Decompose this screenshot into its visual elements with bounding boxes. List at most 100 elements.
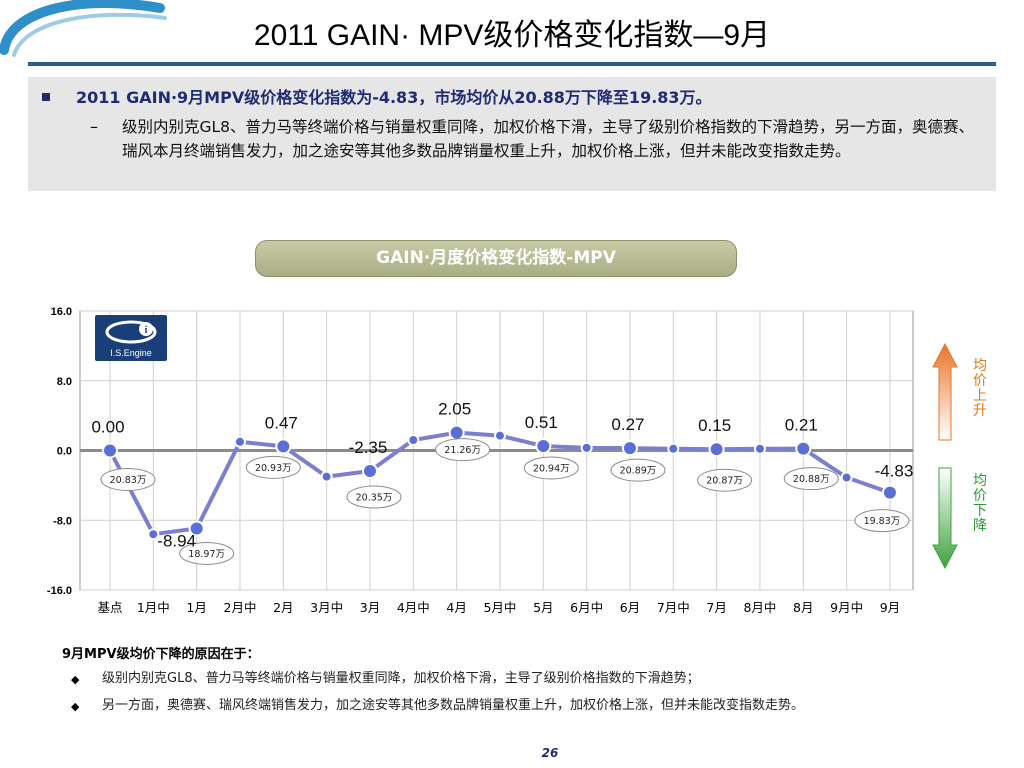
data-label: 0.27 — [611, 415, 644, 434]
price-callout-bubble — [100, 468, 156, 491]
summary-detail: 级别内别克GL8、普力马等终端价格与销量权重同降，加权价格下滑，主导了级别价格指… — [122, 118, 975, 160]
price-callout-bubble — [435, 438, 491, 462]
price-callout-label: 20.83万 — [110, 475, 147, 486]
data-point — [753, 442, 766, 455]
side-label-up: 均价上升 — [973, 358, 987, 419]
x-tick-label: 5月 — [533, 600, 553, 615]
square-bullet-icon — [42, 93, 50, 101]
up-arrow — [932, 342, 958, 441]
point-labels: 0.00 -8.94 0.47 -2.35 2.05 0.51 0.27 0.15 0.21 -4… — [91, 400, 913, 551]
data-label: -2.35 — [349, 438, 388, 457]
price-callout-label: 20.94万 — [533, 464, 570, 475]
down-arrow — [932, 467, 958, 570]
data-point — [407, 434, 420, 447]
data-point — [795, 440, 812, 457]
page-title: 2011 GAIN· MPV级价格变化指数—9月 — [253, 19, 771, 52]
x-tick-label: 4月中 — [397, 600, 430, 615]
price-callout-label: 20.88万 — [793, 474, 830, 485]
data-point — [233, 435, 246, 448]
data-label: -8.94 — [157, 531, 196, 550]
decorative-arc — [0, 0, 167, 57]
x-tick-label: 8月中 — [743, 600, 776, 615]
reason-item: 另一方面，奥德赛、瑞风终端销售发力，加之途安等其他多数品牌销量权重上升，加权价格… — [102, 698, 805, 713]
x-tick-label: 3月中 — [310, 600, 343, 615]
dash-bullet: – — [90, 117, 98, 136]
x-tick-label: 6月 — [620, 600, 640, 615]
data-point — [881, 484, 898, 501]
data-point — [493, 429, 506, 442]
price-callout-bubble — [245, 455, 301, 479]
y-tick-label: -16.0 — [47, 585, 72, 597]
data-point — [188, 520, 205, 537]
chart-title: GAIN·月度价格变化指数-MPV — [255, 240, 737, 277]
y-tick-label: 8.0 — [57, 376, 72, 388]
y-axis-labels: 16.0 8.0 0.0 -8.0 -16.0 — [47, 306, 72, 597]
price-callout-label: 19.83万 — [864, 516, 901, 527]
price-callout-label: 18.97万 — [188, 549, 225, 560]
data-point — [147, 528, 160, 541]
price-callout-label: 20.89万 — [620, 466, 657, 477]
data-point — [320, 470, 333, 483]
svg-text:i: i — [145, 325, 148, 336]
x-tick-label: 7月中 — [657, 600, 690, 615]
data-label: 0.15 — [698, 416, 731, 435]
y-tick-label: -8.0 — [53, 515, 72, 527]
data-point — [621, 440, 638, 457]
data-point — [667, 442, 680, 455]
y-tick-label: 0.0 — [57, 446, 72, 458]
price-callouts: 20.83万 18.97万 20.93万 20.35万 21.26万 20.94万 20.8… — [100, 438, 910, 565]
y-tick-label: 16.0 — [51, 306, 72, 318]
x-tick-label: 6月中 — [570, 600, 603, 615]
x-tick-label: 9月 — [880, 600, 900, 615]
data-point — [708, 441, 725, 458]
x-tick-label: 5月中 — [483, 600, 516, 615]
price-callout-label: 20.93万 — [255, 463, 292, 474]
data-label: 2.05 — [438, 400, 471, 419]
price-callout-label: 20.35万 — [356, 492, 393, 503]
svg-text:I.S.Engine: I.S.Engine — [110, 348, 152, 358]
data-point — [840, 471, 853, 484]
is-engine-logo: i I.S.Engine — [95, 315, 167, 361]
price-callout-bubble — [523, 456, 579, 480]
series-line — [102, 424, 898, 541]
title-divider — [28, 62, 996, 66]
x-tick-label: 2月中 — [224, 600, 257, 615]
x-tick-label: 2月 — [273, 600, 293, 615]
price-callout-bubble — [783, 467, 839, 491]
price-callout-label: 20.87万 — [706, 476, 743, 487]
x-tick-label: 9月中 — [830, 600, 863, 615]
data-point — [448, 424, 465, 441]
x-axis-labels: 基点 1月中 1月 2月中 2月 3月中 3月 4月中 4月 5月中 5月 6月中 6月 7月中 7月 8月中… — [97, 600, 900, 615]
x-tick-label: 8月 — [793, 600, 813, 615]
x-tick-label: 3月 — [360, 600, 380, 615]
data-label: 0.00 — [91, 418, 124, 437]
x-tick-label: 基点 — [97, 600, 122, 615]
price-callout-bubble — [610, 458, 666, 482]
price-callout-bubble — [179, 541, 235, 565]
price-callout-label: 21.26万 — [444, 445, 481, 456]
side-label-down: 均价下降 — [973, 473, 987, 534]
x-tick-label: 7月 — [706, 600, 726, 615]
x-tick-label: 1月中 — [137, 600, 170, 615]
data-label: 0.21 — [785, 416, 818, 435]
diamond-bullet-icon: ◆ — [71, 700, 80, 713]
data-label: 0.47 — [265, 413, 298, 432]
data-point — [102, 442, 118, 459]
reason-item: 级别内别克GL8、普力马等终端价格与销量权重同降，加权价格下滑，主导了级别价格指… — [102, 671, 700, 686]
reasons-title: 9月MPV级均价下降的原因在于： — [62, 647, 260, 662]
data-label: -4.83 — [875, 462, 914, 481]
data-point — [580, 441, 593, 454]
x-tick-label: 1月 — [186, 600, 206, 615]
data-label: 0.51 — [525, 413, 558, 432]
diamond-bullet-icon: ◆ — [71, 673, 80, 686]
price-callout-bubble — [854, 509, 910, 533]
page-number: 26 — [541, 746, 559, 760]
data-point — [275, 438, 292, 455]
price-callout-bubble — [697, 468, 753, 492]
x-tick-label: 4月 — [446, 600, 466, 615]
summary-box: 2011 GAIN·9月MPV级价格变化指数为-4.83，市场均价从20.88万… — [28, 77, 996, 191]
price-callout-bubble — [346, 485, 402, 509]
data-point — [535, 438, 552, 455]
data-point — [361, 462, 378, 479]
